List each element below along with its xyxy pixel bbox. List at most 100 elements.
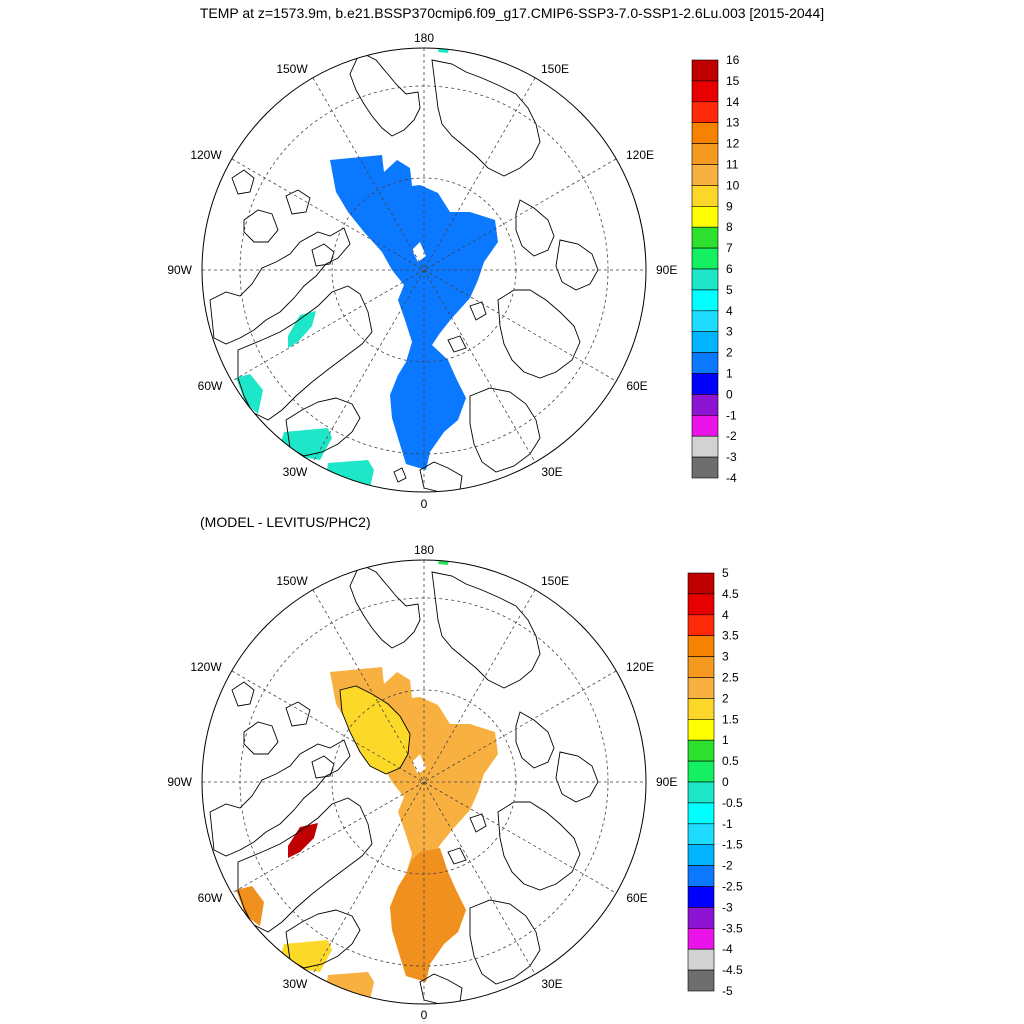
bottom-colorbar-swatch: [687, 635, 715, 657]
bottom-label-60e: 60E: [626, 891, 647, 905]
bottom-map-coastlines: [209, 563, 599, 1004]
figure-subtitle: (MODEL - LEVITUS/PHC2): [200, 514, 371, 530]
top-colorbar-label: 4: [726, 304, 733, 318]
bottom-colorbar-label: -2.5: [722, 880, 743, 894]
bottom-map-panel: 180 0 90W 90E 150W 120W 150E 120E 60W 30…: [167, 543, 677, 1022]
top-label-150e: 150E: [541, 62, 569, 76]
bottom-colorbar-swatch: [687, 865, 715, 887]
top-colorbar-label: 2: [726, 346, 733, 360]
bottom-map-fill: [236, 560, 498, 1000]
top-colorbar-swatch: [691, 373, 719, 395]
bottom-colorbar-label: 2: [722, 691, 729, 705]
bottom-colorbar-swatch: [687, 677, 715, 699]
top-colorbar-label: 11: [726, 158, 739, 172]
bottom-colorbar-swatch: [687, 656, 715, 678]
bottom-anomaly-patch-3: [326, 972, 374, 1000]
bottom-colorbar-label: -3.5: [722, 921, 743, 935]
bottom-anomaly-region-yellow: [340, 686, 410, 774]
top-colorbar-swatch: [691, 122, 719, 144]
top-colorbar-swatch: [691, 80, 719, 103]
top-colorbar-label: -3: [726, 450, 737, 464]
bottom-colorbar-swatch: [687, 614, 715, 636]
top-colorbar-swatch: [691, 331, 719, 353]
figure-title: TEMP at z=1573.9m, b.e21.BSSP370cmip6.f0…: [199, 5, 825, 21]
top-label-60e: 60E: [626, 379, 647, 393]
top-colorbar-label: 12: [726, 137, 740, 151]
bottom-colorbar-swatch: [687, 739, 715, 762]
bottom-label-150w: 150W: [276, 574, 308, 588]
bottom-colorbar-label: -5: [722, 984, 733, 998]
top-colorbar-swatch: [691, 352, 719, 374]
top-colorbar-label: 15: [726, 74, 740, 88]
bottom-colorbar-label: 3: [722, 650, 729, 664]
top-map-coastlines: [209, 51, 599, 492]
bottom-map-graticule: [202, 560, 646, 1004]
top-anomaly-region-main: [330, 155, 498, 470]
top-map-boundary: [201, 47, 647, 493]
top-map-panel: 180 0 90W 90E 150W 120W 150E 120E 60W 30…: [167, 31, 677, 511]
top-label-30w: 30W: [283, 465, 308, 479]
bottom-colorbar-label: -1.5: [722, 838, 743, 852]
bottom-colorbar-swatch: [687, 844, 715, 866]
bottom-colorbar-swatch: [687, 698, 715, 720]
bottom-colorbar-swatch: [687, 886, 715, 908]
top-colorbar-swatch: [691, 143, 719, 165]
top-map-meridian-labels: 180 0 90W 90E 150W 120W 150E 120E 60W 30…: [167, 31, 677, 511]
top-colorbar-swatch: [691, 247, 719, 270]
bottom-colorbar-label: 0: [722, 775, 729, 789]
bottom-colorbar-label: 3.5: [722, 629, 739, 643]
top-anomaly-patch-1: [288, 311, 316, 348]
bottom-label-150e: 150E: [541, 574, 569, 588]
bottom-colorbar-swatch: [687, 907, 715, 929]
bottom-colorbar-label: -2: [722, 859, 733, 873]
top-colorbar-swatch: [691, 310, 719, 332]
bottom-map-meridian-labels: 180 0 90W 90E 150W 120W 150E 120E 60W 30…: [167, 543, 677, 1022]
top-colorbar-swatch: [691, 164, 719, 186]
top-colorbar-label: 10: [726, 178, 740, 192]
bottom-colorbar-swatch: [687, 718, 715, 741]
top-colorbar-label: 3: [726, 325, 733, 339]
bottom-colorbar-swatch: [687, 927, 715, 950]
top-label-180: 180: [414, 31, 434, 45]
top-colorbar-swatch: [691, 289, 719, 312]
bottom-colorbar-swatch: [687, 969, 715, 992]
top-label-30e: 30E: [541, 465, 562, 479]
bottom-label-30w: 30W: [283, 977, 308, 991]
top-label-0: 0: [421, 497, 428, 511]
top-map-graticule: [202, 48, 646, 492]
bottom-colorbar: 5 4.5 4 3.5 3 2.5 2 1.5 1 0.5 0 -0.5 -1 -1.5 -2 -2.5 -3 -…: [687, 566, 743, 998]
bottom-colorbar-label: -4: [722, 942, 733, 956]
bottom-colorbar-label: 1: [722, 733, 729, 747]
bottom-colorbar-swatch: [687, 760, 715, 783]
bottom-colorbar-swatch: [687, 802, 715, 825]
bottom-colorbar-swatch: [687, 823, 715, 845]
top-colorbar-label: 8: [726, 220, 733, 234]
top-anomaly-patch-4: [326, 460, 374, 488]
bottom-colorbar-swatch: [687, 572, 715, 595]
top-label-60w: 60W: [198, 379, 223, 393]
top-colorbar-swatch: [691, 394, 719, 416]
top-colorbar-swatch: [691, 206, 719, 228]
bottom-label-180: 180: [414, 543, 434, 557]
top-colorbar-label: 7: [726, 241, 733, 255]
top-colorbar-swatch: [691, 435, 719, 458]
bottom-colorbar-label: 5: [722, 566, 729, 580]
top-colorbar-swatch: [691, 226, 719, 249]
bottom-label-120e: 120E: [626, 660, 654, 674]
top-colorbar-label: -2: [726, 429, 737, 443]
top-label-120e: 120E: [626, 148, 654, 162]
top-colorbar-label: 5: [726, 283, 733, 297]
bottom-colorbar-label: 4.5: [722, 587, 739, 601]
top-colorbar-label: 14: [726, 95, 740, 109]
bottom-colorbar-label: -0.5: [722, 796, 743, 810]
top-colorbar-swatch: [691, 414, 719, 437]
bottom-anomaly-patch-1: [236, 886, 264, 926]
top-colorbar-swatch: [691, 456, 719, 479]
top-label-150w: 150W: [276, 62, 308, 76]
bottom-anomaly-patch-red: [288, 823, 318, 858]
bottom-colorbar-label: 2.5: [722, 671, 739, 685]
top-colorbar-label: 0: [726, 387, 733, 401]
top-colorbar-swatch: [691, 59, 719, 82]
bottom-label-0: 0: [421, 1008, 428, 1022]
